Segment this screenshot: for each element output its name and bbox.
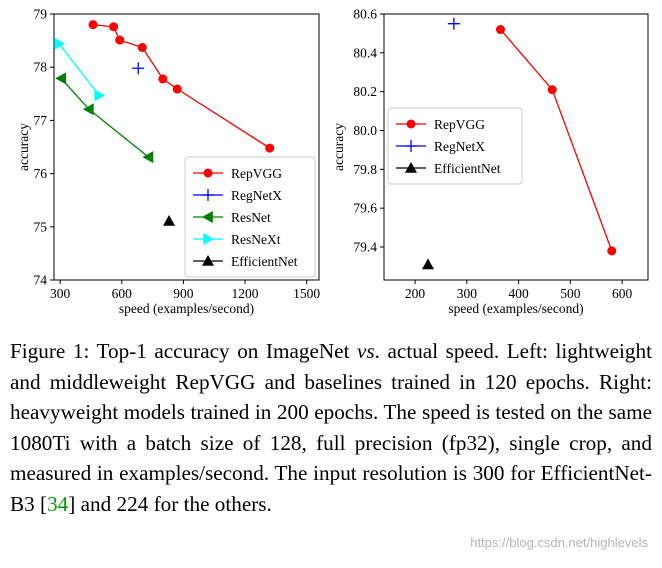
data-point-efficientnet: [163, 214, 176, 226]
legend-marker-resnet: [202, 211, 213, 223]
series-line-resnet: [60, 77, 149, 158]
data-point-regnetx: [447, 17, 460, 30]
legend-label-efficientnet: EfficientNet: [434, 161, 501, 176]
x-tick-label: 200: [405, 286, 426, 301]
data-point-resnet: [82, 103, 94, 116]
legend-label-resnet: ResNet: [231, 210, 271, 225]
x-axis-label: speed (examples/second): [119, 301, 254, 316]
y-tick-label: 75: [34, 219, 48, 234]
right-chart: 200 300 400 500 600 79.4 79.6 79.8 80.0 80.2 80.4 8…: [331, 7, 649, 316]
citation-link[interactable]: 34: [47, 491, 69, 516]
x-tick-label: 400: [508, 286, 529, 301]
caption-text-1: Top-1 accuracy on ImageNet: [89, 339, 358, 363]
data-point-repvgg: [172, 84, 182, 94]
legend-label-regnetx: RegNetX: [434, 139, 485, 154]
data-point-repvgg: [88, 20, 98, 30]
x-tick-label: 300: [457, 286, 478, 301]
data-point-resnet: [55, 72, 66, 85]
y-tick-label: 79: [34, 7, 48, 22]
legend-marker-regnetx: [405, 140, 417, 152]
data-point-resnext: [54, 37, 66, 50]
data-point-repvgg: [495, 25, 505, 35]
x-tick-label: 1500: [293, 286, 320, 301]
legend-marker-efficientnet: [405, 162, 417, 173]
legend-marker-repvgg: [203, 168, 213, 178]
x-tick-label: 600: [612, 286, 633, 301]
data-point-repvgg: [265, 143, 275, 153]
legend-box: [387, 107, 523, 185]
x-axis-label: speed (examples/second): [448, 301, 583, 316]
legend-marker-efficientnet: [202, 255, 214, 266]
y-axis-label: accuracy: [16, 123, 31, 171]
data-point-resnext: [94, 89, 106, 102]
y-tick-label: 80.0: [353, 123, 377, 138]
data-point-efficientnet: [422, 258, 434, 270]
x-tick-label: 300: [50, 286, 71, 301]
plot-frame: [53, 13, 320, 281]
data-point-repvgg: [547, 85, 557, 95]
y-tick-label: 79.6: [353, 201, 377, 216]
legend-label-repvgg: RepVGG: [434, 117, 485, 132]
data-point-repvgg: [137, 43, 147, 53]
figure-caption: Figure 1: Top-1 accuracy on ImageNet vs.…: [10, 336, 652, 519]
legend-marker-repvgg: [406, 119, 416, 129]
legend-label-repvgg: RepVGG: [231, 166, 282, 181]
x-tick-label: 900: [173, 286, 194, 301]
figure-charts: 300 600 900 1200 1500 74 75 76 77 78 79 speed (exam…: [16, 7, 649, 317]
y-tick-label: 79.8: [353, 162, 377, 177]
legend-marker-regnetx: [202, 189, 214, 201]
legend-label-efficientnet: EfficientNet: [231, 254, 298, 269]
y-tick-label: 74: [34, 273, 48, 288]
y-axis-label: accuracy: [331, 123, 346, 171]
y-tick-label: 80.2: [353, 84, 377, 99]
legend-label-resnext: ResNeXt: [231, 232, 281, 247]
data-point-regnetx: [132, 62, 145, 75]
series-line-resnext: [58, 43, 100, 96]
caption-text-2: . actual speed. Left: lightweight and mi…: [10, 339, 652, 516]
y-tick-label: 78: [34, 60, 48, 75]
legend-box: [184, 156, 316, 278]
watermark: https://blog.csdn.net/highlevels: [470, 535, 648, 550]
x-tick-label: 500: [560, 286, 581, 301]
data-point-resnet: [142, 151, 154, 164]
legend-label-regnetx: RegNetX: [231, 188, 282, 203]
data-point-repvgg: [607, 246, 617, 256]
plot-frame: [383, 13, 649, 281]
data-point-repvgg: [158, 74, 168, 84]
y-tick-label: 80.4: [353, 45, 377, 60]
data-point-repvgg: [109, 22, 119, 32]
left-chart: 300 600 900 1200 1500 74 75 76 77 78 79 speed (exam…: [16, 7, 320, 317]
y-tick-label: 79.4: [353, 239, 377, 254]
x-tick-label: 600: [112, 286, 133, 301]
caption-vs: vs: [357, 339, 375, 363]
caption-label: Figure 1:: [10, 339, 90, 363]
y-tick-label: 77: [34, 113, 48, 128]
legend-marker-resnext: [203, 233, 214, 245]
x-tick-label: 1200: [232, 286, 259, 301]
data-point-repvgg: [115, 35, 125, 45]
caption-text-3: ] and 224 for the others.: [68, 491, 272, 516]
y-tick-label: 76: [34, 166, 48, 181]
y-tick-label: 80.6: [353, 7, 377, 22]
